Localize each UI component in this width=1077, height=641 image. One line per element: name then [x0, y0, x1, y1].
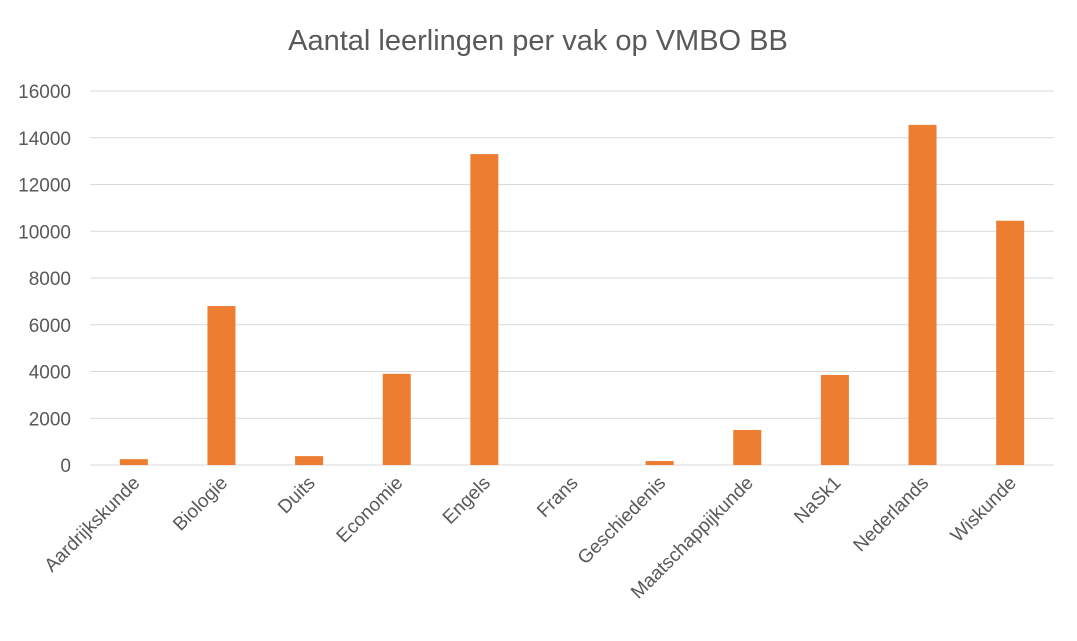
y-axis-ticks: 0 2000 4000 6000 8000 10000 12000 14000 16000	[18, 82, 71, 477]
bars	[119, 124, 1025, 466]
y-tick-label: 10000	[18, 222, 71, 243]
x-tick-label: Wiskunde	[947, 473, 1021, 547]
bar-nask1	[820, 375, 849, 465]
x-tick-label: Frans	[533, 473, 582, 522]
x-tick-label: Biologie	[169, 473, 232, 536]
y-tick-label: 6000	[29, 316, 71, 337]
y-tick-label: 4000	[29, 363, 71, 384]
bar-biologie	[207, 306, 236, 465]
x-tick-label: NaSk1	[790, 473, 845, 528]
gridlines	[90, 90, 1054, 466]
bar-maatschappijkunde	[733, 429, 762, 465]
bar-aardrijkskunde	[119, 459, 148, 465]
chart-title: Aantal leerlingen per vak op VMBO BB	[288, 25, 788, 57]
y-tick-label: 14000	[18, 129, 71, 150]
x-tick-label: Geschiedenis	[574, 473, 670, 569]
y-tick-label: 8000	[29, 269, 71, 290]
bar-geschiedenis	[645, 461, 674, 465]
x-tick-label: Nederlands	[850, 473, 934, 557]
bar-engels	[470, 154, 499, 466]
bar-wiskunde	[996, 220, 1025, 465]
x-tick-label: Economie	[333, 473, 408, 548]
x-axis-labels: Aardrijkskunde Biologie Duits Economie Engel…	[41, 473, 1021, 604]
y-tick-label: 2000	[29, 409, 71, 430]
bar-nederlands	[908, 124, 937, 466]
y-tick-label: 12000	[18, 176, 71, 197]
x-tick-label: Engels	[439, 473, 495, 529]
bar-economie	[382, 373, 411, 465]
y-tick-label: 16000	[18, 82, 71, 103]
x-tick-label: Duits	[274, 473, 319, 518]
x-tick-label: Aardrijkskunde	[41, 473, 145, 577]
bar-duits	[295, 456, 324, 465]
y-tick-label: 0	[60, 456, 71, 477]
